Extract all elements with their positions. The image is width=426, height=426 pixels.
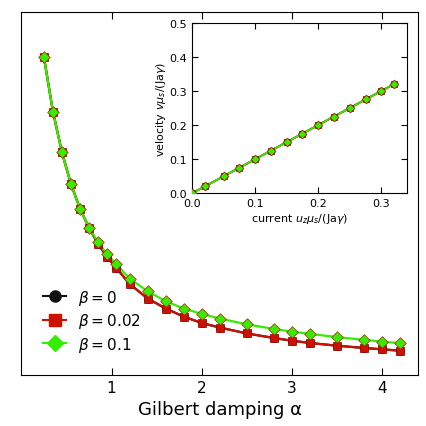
Point <box>58 150 65 156</box>
Point <box>198 311 205 318</box>
Point <box>396 348 403 354</box>
Point <box>112 265 119 271</box>
Point <box>86 225 92 232</box>
Point <box>288 337 295 344</box>
Point <box>288 328 295 335</box>
Point <box>104 251 110 258</box>
Point <box>58 150 65 156</box>
Point <box>198 320 205 327</box>
Point <box>306 331 313 337</box>
Point <box>76 206 83 213</box>
Point <box>378 338 385 345</box>
Point <box>396 340 403 347</box>
Point <box>270 335 277 342</box>
Point <box>67 181 74 188</box>
Point <box>58 150 65 156</box>
Point <box>243 321 250 328</box>
Point <box>333 334 340 341</box>
Point <box>360 345 367 351</box>
Point <box>95 241 101 248</box>
Point <box>112 261 119 268</box>
Point <box>86 225 92 232</box>
Point <box>126 281 133 288</box>
Point <box>104 254 110 261</box>
Point <box>40 55 47 61</box>
Point <box>95 239 101 246</box>
Point <box>40 55 47 61</box>
Point <box>76 206 83 213</box>
Point <box>243 330 250 337</box>
Point <box>378 346 385 353</box>
Point <box>306 340 313 347</box>
Point <box>270 335 277 342</box>
Point <box>162 305 169 312</box>
Point <box>333 343 340 349</box>
Point <box>40 55 47 61</box>
Point <box>112 265 119 271</box>
Point <box>49 109 56 116</box>
Point <box>243 330 250 337</box>
Point <box>95 241 101 248</box>
Point <box>76 206 83 213</box>
Point <box>306 340 313 347</box>
Point <box>180 314 187 320</box>
Point <box>126 276 133 282</box>
Point <box>198 320 205 327</box>
Point <box>86 225 92 232</box>
Legend: $\beta = 0$, $\beta = 0.02$, $\beta = 0.1$: $\beta = 0$, $\beta = 0.02$, $\beta = 0.… <box>37 282 147 360</box>
Point <box>216 315 223 322</box>
Point <box>288 337 295 344</box>
X-axis label: Gilbert damping α: Gilbert damping α <box>138 400 301 418</box>
Point <box>180 314 187 320</box>
Point <box>49 109 56 116</box>
Point <box>162 298 169 305</box>
Point <box>180 305 187 312</box>
Point <box>360 345 367 351</box>
Point <box>162 305 169 312</box>
Point <box>104 254 110 261</box>
Point <box>216 325 223 331</box>
Point <box>144 296 151 302</box>
Point <box>270 326 277 333</box>
Point <box>396 348 403 354</box>
Point <box>67 181 74 188</box>
Point <box>144 288 151 295</box>
Point <box>67 181 74 188</box>
Point <box>126 281 133 288</box>
Point <box>144 296 151 302</box>
Point <box>49 109 56 116</box>
Point <box>360 337 367 343</box>
Point <box>333 343 340 349</box>
Point <box>378 346 385 353</box>
Point <box>216 325 223 331</box>
